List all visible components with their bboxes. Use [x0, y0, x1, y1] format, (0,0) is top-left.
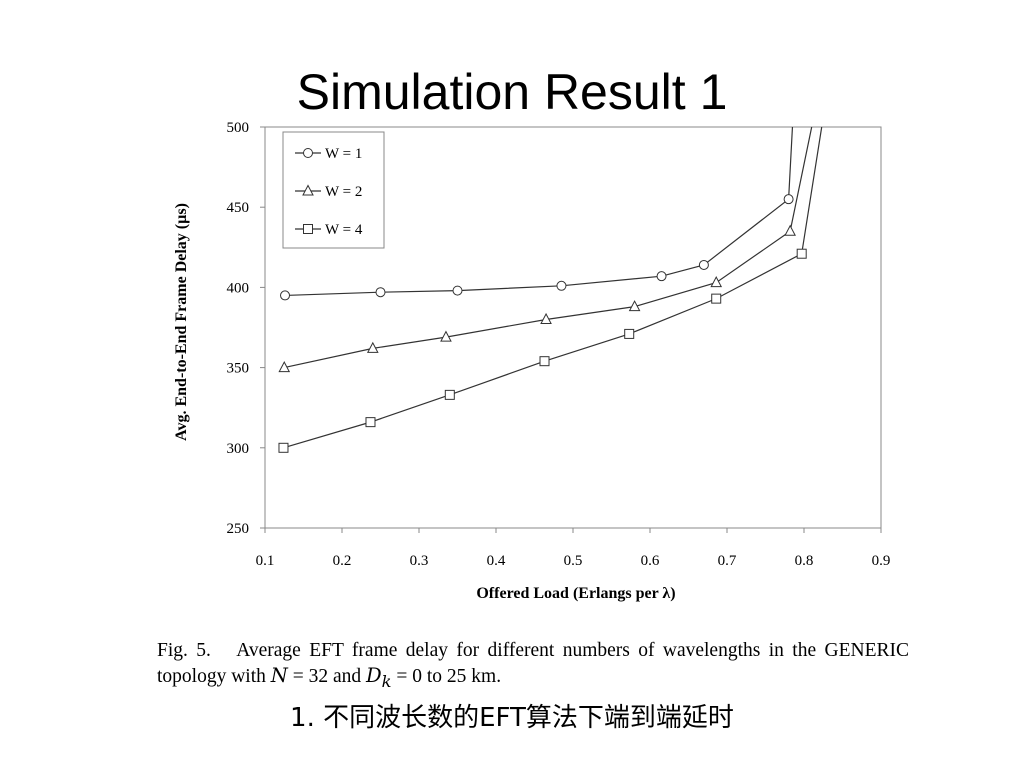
y-axis-label: Avg. End-to-End Frame Delay (µs) [173, 203, 190, 441]
legend: W = 1 W = 2 W = 4 [282, 131, 385, 249]
data-point-circle [698, 259, 709, 270]
caption-text: Average EFT frame delay for different nu… [157, 640, 909, 687]
figure-caption: Fig. 5. Average EFT frame delay for diff… [157, 638, 909, 695]
x-tick-label: 0.6 [641, 553, 660, 569]
legend-marker-triangle [302, 184, 314, 196]
legend-label: W = 2 [325, 184, 362, 200]
slide-note-number: 1. [290, 703, 315, 733]
series-square [283, 127, 823, 449]
caption-eq-d: = 0 to 25 km. [396, 666, 502, 687]
data-point-circle [452, 285, 463, 296]
slide-title: Simulation Result 1 [296, 64, 728, 120]
caption-var-n: N [270, 664, 288, 687]
data-point-triangle [710, 276, 723, 288]
data-point-triangle [784, 224, 796, 236]
data-point-square [278, 442, 289, 453]
data-point-triangle [540, 312, 552, 324]
legend-marker-circle [303, 148, 313, 158]
x-tick-label: 0.1 [256, 553, 275, 569]
x-axis-label: Offered Load (Erlangs per λ) [476, 585, 675, 602]
legend-label: W = 4 [325, 222, 363, 238]
data-point-triangle [366, 341, 379, 353]
data-point-square [365, 417, 376, 428]
data-point-triangle [278, 361, 291, 373]
y-tick-label: 300 [227, 441, 250, 457]
data-point-square [711, 293, 722, 304]
legend-label: W = 1 [325, 146, 362, 162]
y-tick-label: 400 [227, 280, 250, 296]
legend-marker-square [303, 224, 313, 234]
x-tick-label: 0.2 [333, 553, 352, 569]
y-tick-label: 250 [227, 521, 250, 537]
x-tick-label: 0.4 [487, 553, 506, 569]
x-tick-label: 0.7 [718, 553, 737, 569]
data-point-square [539, 356, 550, 367]
data-point-triangle [440, 330, 452, 342]
data-point-circle [783, 194, 794, 205]
series-line [284, 127, 794, 297]
caption-var-d: D [365, 664, 382, 687]
data-point-circle [375, 287, 386, 298]
data-point-circle [656, 271, 667, 282]
data-point-square [444, 389, 455, 400]
x-tick-label: 0.5 [564, 553, 583, 569]
slide-note-text: 不同波长数的EFT算法下端到端延时 [323, 703, 734, 733]
caption-var-d-sub: k [381, 671, 392, 691]
data-point-circle [280, 290, 291, 301]
data-point-circle [556, 280, 567, 291]
y-tick-label: 450 [227, 200, 250, 216]
figure-label: Fig. 5. [157, 640, 211, 661]
data-point-square [624, 328, 635, 339]
data-point-triangle [628, 300, 641, 312]
series-circle [284, 127, 794, 297]
series-line [284, 127, 813, 369]
caption-eq-n: = 32 and [292, 666, 362, 687]
data-point-square [796, 248, 807, 259]
series-triangle [284, 127, 813, 369]
y-tick-label: 350 [227, 361, 250, 377]
series-line [283, 127, 823, 449]
x-tick-label: 0.3 [410, 553, 429, 569]
x-tick-label: 0.8 [795, 553, 814, 569]
slide-note: 1. 不同波长数的EFT算法下端到端延时 [0, 700, 1024, 736]
x-tick-label: 0.9 [872, 553, 891, 569]
y-tick-label: 500 [227, 120, 250, 136]
